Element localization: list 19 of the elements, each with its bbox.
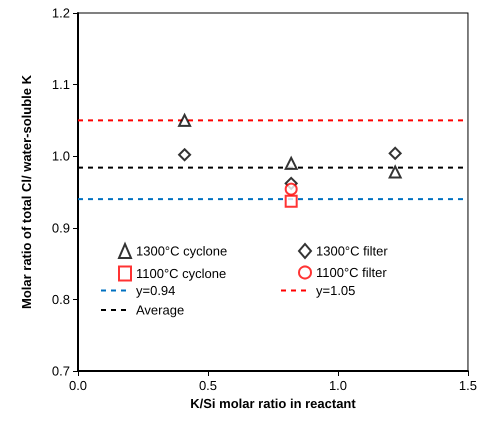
legend-label: 1300°C cyclone <box>136 244 228 258</box>
x-tick-label: 1.5 <box>458 378 478 393</box>
y-tick-label: 0.7 <box>52 364 70 378</box>
y-tick-label: 0.8 <box>52 292 70 307</box>
y-tick-label: 1.1 <box>52 77 70 92</box>
x-tick-label: 0.0 <box>68 378 88 393</box>
x-axis-title: K/Si molar ratio in reactant <box>190 396 356 411</box>
legend-label: 1100°C filter <box>316 265 388 280</box>
legend-label: y=1.05 <box>316 283 356 298</box>
y-tick-label: 1.2 <box>52 6 70 20</box>
legend-label: 1100°C cyclone <box>136 266 226 281</box>
x-tick-label: 1.0 <box>328 378 348 393</box>
x-tick-label: 0.5 <box>198 378 218 393</box>
legend-label: 1300°C filter <box>316 244 388 258</box>
y-tick-label: 0.9 <box>52 220 70 236</box>
legend-label: y=0.94 <box>136 283 176 298</box>
y-axis-title: Molar ratio of total Cl/ water-soluble K <box>19 74 34 310</box>
y-tick-label: 1.0 <box>52 148 70 164</box>
legend-label: Average <box>136 302 184 318</box>
